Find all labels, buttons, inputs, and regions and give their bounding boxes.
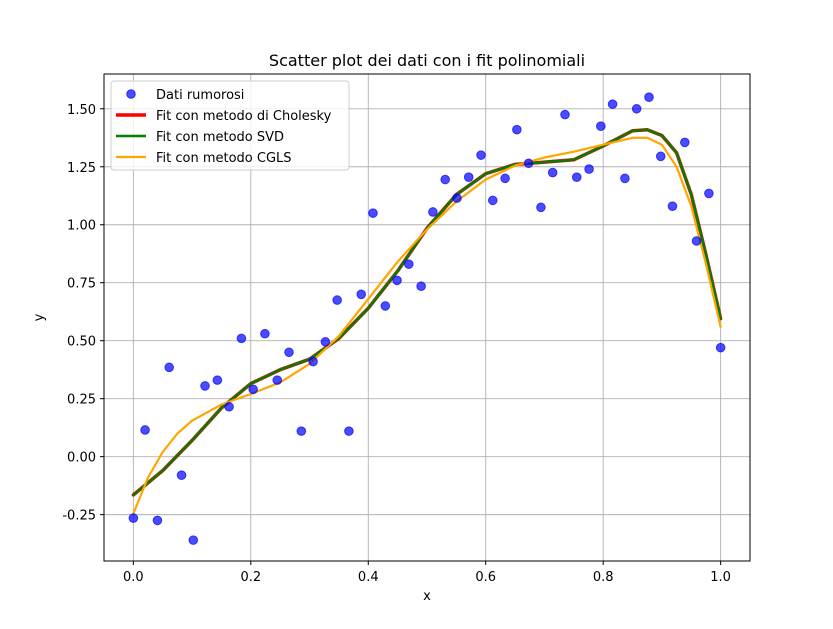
- data-point: [308, 356, 318, 367]
- data-point: [403, 259, 414, 269]
- data-point: [224, 401, 234, 412]
- data-point: [523, 158, 534, 169]
- x-tick-label: 0.8: [593, 570, 614, 585]
- y-tick-label: -0.25: [62, 509, 96, 524]
- data-point: [476, 150, 486, 160]
- scatter-points: [128, 92, 726, 545]
- x-tick-label: 0.4: [358, 570, 379, 585]
- data-point: [512, 124, 522, 135]
- data-point: [332, 295, 342, 305]
- data-point: [704, 188, 714, 199]
- fit-line-2: [132, 128, 722, 497]
- y-tick-label: 1.50: [67, 103, 96, 118]
- data-point: [380, 301, 391, 311]
- data-point: [631, 103, 642, 114]
- data-point: [260, 328, 270, 339]
- data-point: [452, 193, 462, 203]
- data-point: [212, 375, 223, 385]
- x-tick-label: 1.0: [710, 570, 731, 585]
- data-point: [320, 337, 331, 347]
- data-point: [200, 381, 210, 391]
- data-point: [272, 375, 283, 385]
- data-point: [560, 109, 570, 120]
- data-point: [176, 470, 187, 480]
- data-point: [248, 384, 258, 395]
- legend-label-scatter: Dati rumorosi: [156, 88, 244, 103]
- data-point: [691, 236, 702, 246]
- legend-box: [110, 80, 350, 171]
- legend-label-1: Fit con metodo di Cholesky: [156, 109, 332, 124]
- data-point: [344, 426, 354, 436]
- x-tick-label: 0.0: [123, 570, 144, 585]
- data-point: [296, 426, 307, 436]
- data-point: [416, 281, 426, 291]
- axis-ticks: 0.0 0.2 0.4 0.6 0.8 1.0 -0.25 0.00 0.25 0.50 0.75 1…: [62, 103, 731, 585]
- y-tick-label: 0.25: [67, 393, 96, 408]
- y-tick-label: 1.25: [67, 161, 96, 176]
- data-point: [128, 513, 139, 523]
- data-point: [536, 202, 546, 213]
- y-tick-label: 0.75: [67, 277, 96, 292]
- y-axis-label: y: [32, 313, 47, 321]
- x-axis-label: x: [423, 589, 431, 604]
- x-tick-label: 0.6: [475, 570, 496, 585]
- grid: [104, 74, 750, 561]
- legend-label-2: Fit con metodo SVD: [156, 130, 284, 145]
- data-point: [140, 425, 150, 435]
- data-point: [680, 137, 690, 148]
- data-point: [428, 207, 438, 217]
- data-point: [571, 172, 582, 182]
- data-point: [463, 172, 474, 182]
- legend: Dati rumorosi Fit con metodo di Cholesky F…: [110, 80, 350, 171]
- fit-line-3: [132, 136, 722, 515]
- data-point: [644, 92, 654, 102]
- y-tick-label: 1.00: [67, 219, 96, 234]
- data-point: [715, 342, 726, 353]
- data-point: [440, 174, 451, 185]
- data-point: [607, 99, 618, 109]
- chart-title: Scatter plot dei dati con i fit polinomi…: [269, 51, 585, 70]
- data-point: [356, 289, 367, 300]
- y-tick-label: 0.00: [67, 451, 96, 466]
- data-point: [500, 173, 510, 184]
- data-point: [596, 121, 606, 131]
- x-tick-label: 0.2: [240, 570, 261, 585]
- data-point: [392, 275, 402, 286]
- data-point: [487, 195, 498, 206]
- legend-label-3: Fit con metodo CGLS: [156, 151, 292, 166]
- data-point: [368, 208, 378, 218]
- data-point: [284, 347, 294, 358]
- data-point: [152, 515, 163, 526]
- data-point: [584, 164, 594, 174]
- plot-frame: [103, 73, 751, 562]
- y-tick-label: 0.50: [67, 335, 96, 350]
- data-point: [620, 173, 630, 184]
- data-point: [188, 535, 199, 545]
- data-point: [667, 201, 678, 211]
- data-point: [655, 151, 666, 162]
- data-point: [164, 362, 174, 373]
- fit-lines: [131, 127, 723, 515]
- legend-marker-scatter: [126, 89, 136, 99]
- data-point: [236, 333, 247, 344]
- data-point: [547, 167, 558, 178]
